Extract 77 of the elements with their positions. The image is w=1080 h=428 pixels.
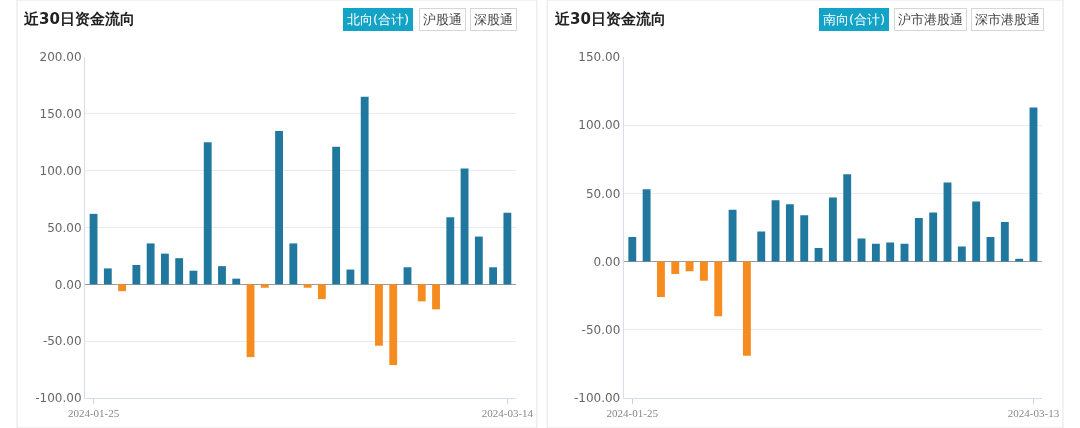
text: 南向(合计): [823, 12, 886, 27]
y-tick-label: 100.00: [578, 118, 621, 133]
y-tick-label: 0.00: [54, 277, 82, 292]
bar: [446, 217, 455, 285]
bar: [771, 200, 780, 262]
y-tick-label: -50.00: [581, 323, 621, 337]
x-tick-label: 2024-01-25: [606, 407, 659, 420]
bar: [714, 261, 723, 317]
bar: [417, 284, 426, 302]
y-tick-label: -100.00: [573, 391, 621, 406]
bar: [742, 261, 751, 356]
chart-title: 近30日资金流向: [554, 10, 666, 28]
chart-title: 近30日资金流向: [23, 10, 135, 28]
bar: [757, 231, 766, 262]
bar: [814, 247, 823, 262]
bar: [203, 142, 212, 285]
y-tick-label: 50.00: [47, 220, 82, 235]
bar: [656, 261, 665, 298]
bar: [728, 209, 737, 262]
bar: [360, 96, 369, 285]
y-tick-label: 0.00: [593, 254, 621, 269]
y-tick-label: 50.00: [585, 186, 621, 201]
x-tick-label: 2024-03-13: [1007, 407, 1060, 420]
y-tick-label: 200.00: [39, 50, 82, 65]
text: 深股通: [474, 12, 513, 27]
bar: [218, 266, 226, 285]
bar: [275, 130, 283, 285]
bar: [886, 242, 895, 262]
bar: [843, 174, 852, 262]
bar: [828, 197, 837, 262]
bar: [146, 243, 155, 285]
bar: [389, 284, 398, 366]
bar: [699, 261, 708, 281]
text: 沪股通: [423, 12, 462, 27]
y-tick-label: -100.00: [35, 391, 82, 406]
text: 沪市港股通: [898, 12, 963, 27]
y-tick-label: 100.00: [39, 163, 82, 178]
text: 北向(合计): [347, 12, 410, 27]
bar: [857, 238, 866, 262]
bar: [303, 284, 312, 288]
bar: [1000, 222, 1009, 262]
bar: [503, 212, 512, 285]
bar: [900, 243, 909, 262]
bar: [957, 246, 966, 262]
bar: [332, 146, 341, 285]
y-tick-label: 150.00: [578, 50, 621, 65]
bar: [943, 182, 952, 262]
x-tick-label: 2024-03-14: [481, 407, 534, 420]
bar: [671, 261, 680, 274]
text: 深市港股通: [975, 12, 1040, 27]
bar: [642, 189, 651, 262]
bar: [1015, 258, 1024, 262]
bar: [160, 253, 169, 285]
bar: [929, 212, 938, 262]
bar: [289, 243, 298, 285]
bar: [914, 217, 923, 262]
x-tick-label: 2024-01-25: [67, 407, 120, 420]
bar: [346, 269, 355, 285]
bar: [685, 261, 694, 272]
bar: [972, 201, 981, 262]
bar: [628, 237, 637, 262]
bar: [432, 284, 440, 310]
bar: [132, 265, 141, 285]
bar: [175, 258, 184, 285]
bar: [785, 204, 794, 262]
bar: [103, 268, 112, 285]
y-tick-label: -50.00: [42, 334, 82, 349]
bar: [986, 237, 995, 262]
bar: [474, 236, 483, 285]
bar: [317, 284, 326, 300]
bar: [871, 243, 880, 262]
bar: [800, 215, 809, 262]
y-tick-label: 150.00: [39, 107, 82, 122]
bar: [118, 284, 127, 292]
bar: [375, 284, 383, 346]
bar: [260, 284, 269, 288]
bar: [489, 267, 498, 285]
